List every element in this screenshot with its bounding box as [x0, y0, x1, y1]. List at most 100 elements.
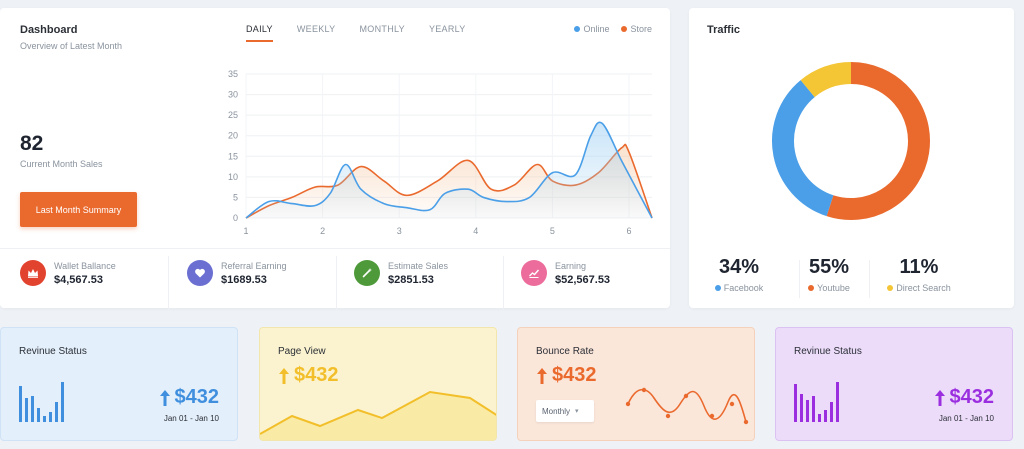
- card-value-text: $432: [294, 364, 339, 386]
- bar: [25, 398, 28, 422]
- revenue-status-card-purple: Revinue Status $432 Jan 01 - Jan 10: [775, 327, 1013, 441]
- legend-label-store: Store: [630, 24, 652, 34]
- arrow-up-icon: [537, 367, 547, 384]
- divider: [503, 256, 504, 310]
- traffic-stat-label: Youtube: [817, 283, 850, 293]
- bar: [43, 416, 46, 422]
- stat-label: Wallet Ballance: [54, 260, 116, 271]
- card-title: Revinue Status: [19, 346, 87, 357]
- legend-item-store[interactable]: Store: [621, 24, 652, 34]
- tab-monthly[interactable]: MONTHLY: [359, 24, 405, 34]
- arrow-up-icon: [934, 389, 945, 406]
- bar: [812, 396, 815, 422]
- traffic-stat-value: 11%: [899, 256, 939, 278]
- bar: [824, 410, 827, 422]
- bar: [836, 382, 839, 422]
- x-tick-label: 3: [397, 226, 402, 236]
- chevron-down-icon: ▾: [575, 408, 579, 415]
- mini-bar-chart: [19, 378, 67, 422]
- card-title: Page View: [278, 346, 326, 357]
- legend-item-online[interactable]: Online: [574, 24, 609, 34]
- donut-slice-youtube: [826, 62, 930, 220]
- card-value-text: $432: [552, 364, 597, 386]
- crown-icon: [20, 260, 46, 286]
- divider: [0, 248, 670, 249]
- period-select-value: Monthly: [542, 406, 571, 416]
- y-tick-label: 25: [228, 110, 238, 120]
- stat-earning: Earning $52,567.53: [521, 260, 610, 286]
- bar: [31, 396, 34, 422]
- card-value: $432: [278, 364, 339, 387]
- bar: [49, 412, 52, 422]
- trend-chart-icon: [521, 260, 547, 286]
- card-date-range: Jan 01 - Jan 10: [163, 414, 219, 423]
- bar: [818, 414, 821, 422]
- divider: [799, 260, 800, 298]
- last-month-summary-button[interactable]: Last Month Summary: [20, 192, 137, 227]
- card-value-text: $432: [174, 386, 220, 408]
- magic-wand-icon: [354, 260, 380, 286]
- stat-wallet-balance: Wallet Ballance $4,567.53: [20, 260, 116, 286]
- tab-weekly[interactable]: WEEKLY: [296, 24, 336, 34]
- traffic-stat-youtube: 55% Youtube: [779, 256, 879, 293]
- traffic-stat-direct-search: 11% Direct Search: [869, 256, 969, 293]
- tab-daily[interactable]: DAILY: [246, 24, 273, 42]
- dashboard-title: Dashboard: [20, 24, 78, 36]
- legend-dot-store: [621, 26, 628, 32]
- page-view-card: Page View $432: [259, 327, 497, 441]
- card-value-text: $432: [949, 386, 995, 408]
- donut-slice-direct-search: [800, 62, 852, 98]
- stat-label: Referral Earning: [221, 260, 287, 271]
- bar: [800, 394, 803, 422]
- divider: [336, 256, 337, 310]
- x-tick-label: 1: [243, 226, 248, 236]
- x-tick-label: 4: [473, 226, 478, 236]
- traffic-stat-value: 55%: [808, 256, 850, 278]
- traffic-stat-facebook: 34% Facebook: [689, 256, 789, 293]
- bar: [37, 408, 40, 422]
- stat-estimate-sales: Estimate Sales $2851.53: [354, 260, 448, 286]
- bounce-rate-wave-chart: [625, 387, 749, 425]
- card-value: $432: [159, 386, 220, 409]
- series-area-online: [246, 122, 652, 218]
- stat-label: Estimate Sales: [388, 260, 449, 271]
- y-tick-label: 5: [233, 192, 238, 202]
- arrow-up-icon: [279, 367, 289, 384]
- y-tick-label: 35: [228, 69, 238, 79]
- y-tick-label: 0: [233, 213, 238, 223]
- legend-dot-facebook: [714, 285, 721, 291]
- period-select[interactable]: Monthly ▾: [536, 400, 594, 422]
- legend-label-online: Online: [583, 24, 610, 34]
- x-tick-label: 5: [550, 226, 555, 236]
- card-date-range: Jan 01 - Jan 10: [938, 414, 994, 423]
- series-line-online: [245, 121, 653, 219]
- y-tick-label: 20: [228, 131, 238, 141]
- bar: [794, 384, 797, 422]
- traffic-stat-value: 34%: [718, 256, 760, 278]
- traffic-donut-chart: [772, 62, 930, 220]
- page-view-area-chart: [260, 390, 496, 440]
- bar: [19, 386, 22, 422]
- dashboard-card: Dashboard Overview of Latest Month 82 Cu…: [0, 8, 670, 310]
- bounce-rate-card: Bounce Rate $432 Monthly ▾: [517, 327, 755, 441]
- donut-slice-facebook: [772, 80, 834, 217]
- legend-dot-youtube: [808, 285, 815, 291]
- stat-value: $1689.53: [221, 273, 267, 286]
- revenue-status-card-blue: Revinue Status $432 Jan 01 - Jan 10: [0, 327, 238, 441]
- mini-bar-chart: [794, 378, 842, 422]
- stat-value: $52,567.53: [555, 273, 611, 286]
- stat-value: $2851.53: [388, 273, 434, 286]
- traffic-card: Traffic 34% Facebook 55% Youtube 11% Dir…: [689, 8, 1014, 308]
- bar: [806, 400, 809, 422]
- y-tick-label: 10: [228, 172, 238, 182]
- card-title: Bounce Rate: [536, 346, 594, 357]
- arrow-up-icon: [159, 389, 170, 406]
- traffic-stat-label: Direct Search: [896, 283, 951, 293]
- stat-value: $4,567.53: [54, 273, 103, 286]
- card-value: $432: [536, 364, 597, 387]
- period-tabs: DAILY WEEKLY MONTHLY YEARLY: [246, 24, 490, 42]
- divider: [869, 260, 870, 298]
- x-tick-label: 2: [320, 226, 325, 236]
- card-title: Revinue Status: [794, 346, 862, 357]
- tab-yearly[interactable]: YEARLY: [428, 24, 466, 34]
